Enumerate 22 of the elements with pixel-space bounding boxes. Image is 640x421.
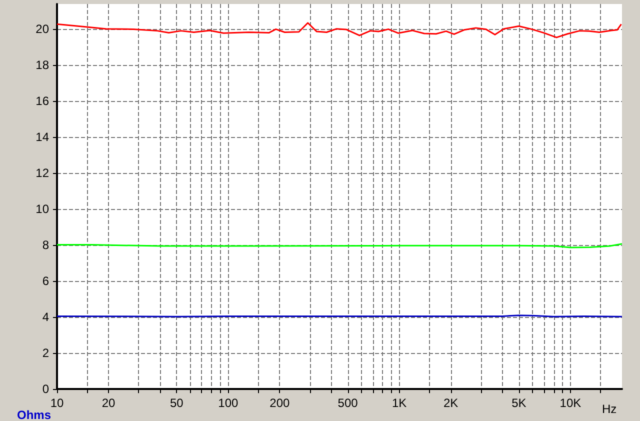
x-tick-label: 20 <box>102 396 116 410</box>
y-tick-label: 20 <box>36 22 50 36</box>
x-tick-label: 500 <box>338 396 358 410</box>
y-tick-label: 0 <box>42 382 50 396</box>
x-tick-label: 100 <box>218 396 238 410</box>
y-axis-title: Ohms <box>16 408 52 421</box>
x-tick-label: 50 <box>170 396 184 410</box>
x-tick-label: 5K <box>512 396 526 410</box>
x-tick-label: 2K <box>444 396 458 410</box>
x-tick-label: 200 <box>270 396 290 410</box>
y-tick-label: 14 <box>36 130 50 144</box>
x-tick-label: 1K <box>392 396 407 410</box>
y-tick-label: 18 <box>36 58 50 72</box>
y-tick-label: 8 <box>42 238 50 252</box>
x-axis-title: Hz <box>602 402 617 416</box>
x-tick-label: 10K <box>560 396 582 410</box>
y-tick-label: 6 <box>42 274 50 288</box>
y-tick-label: 2 <box>42 346 50 360</box>
y-tick-label: 10 <box>36 202 50 216</box>
y-tick-label: 12 <box>36 166 50 180</box>
y-tick-label: 16 <box>36 94 50 108</box>
y-tick-label: 4 <box>42 310 50 324</box>
